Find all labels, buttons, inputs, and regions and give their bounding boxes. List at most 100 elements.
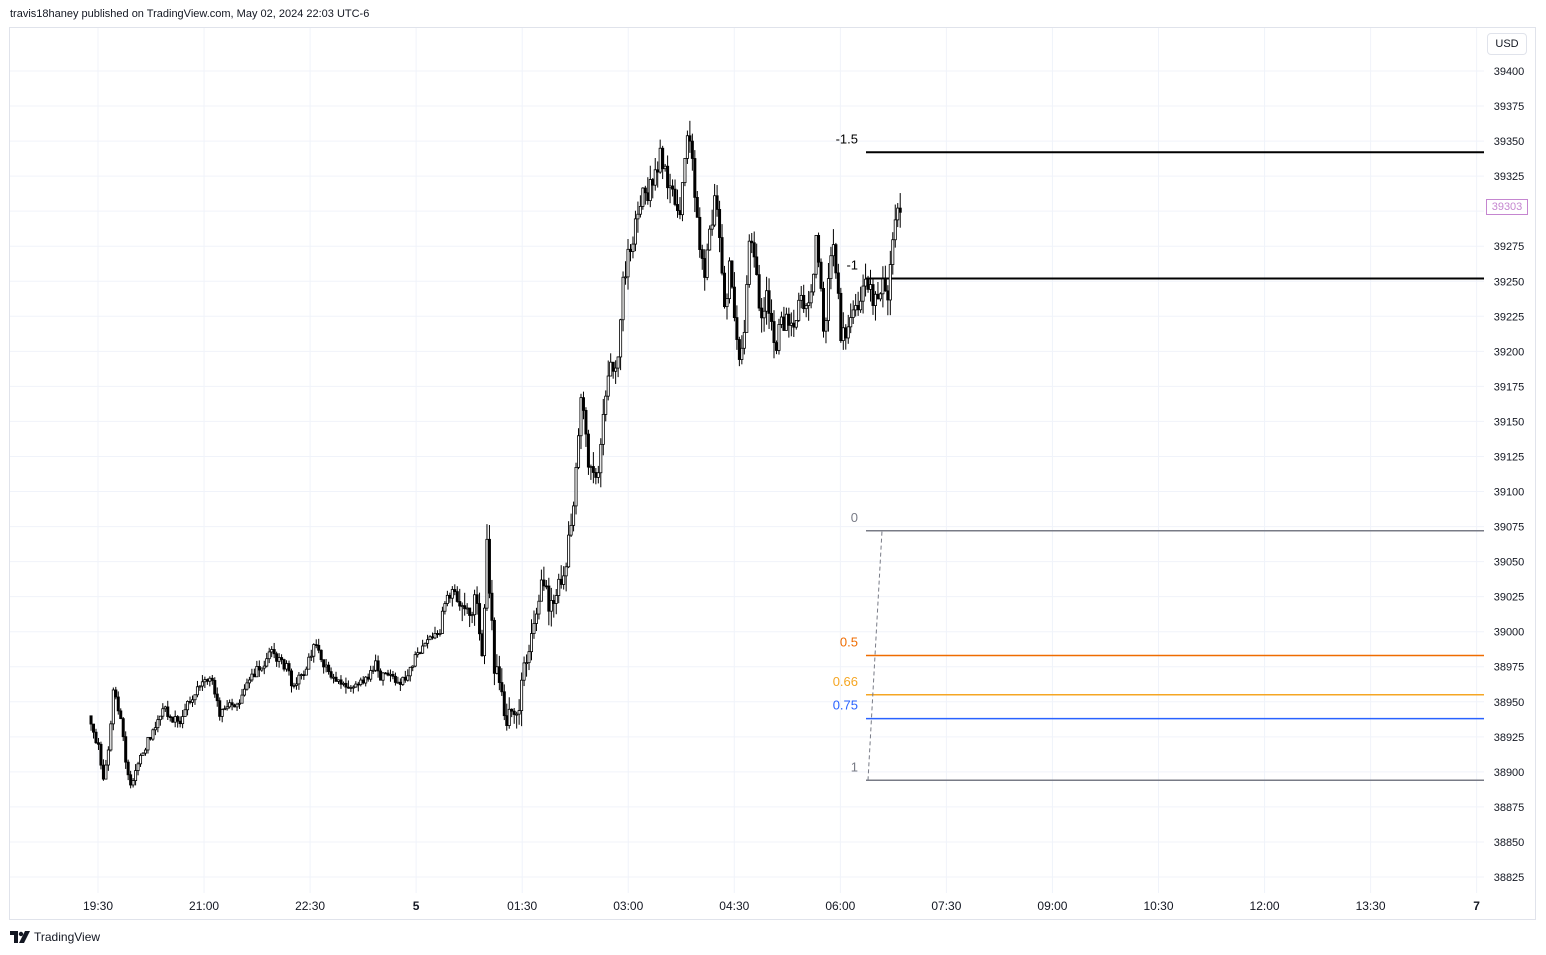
candle-body bbox=[101, 764, 105, 780]
candle-body bbox=[275, 653, 279, 662]
candle-body bbox=[453, 589, 457, 593]
candle-body bbox=[584, 410, 588, 435]
candle-body bbox=[656, 169, 660, 173]
candle-body bbox=[418, 652, 422, 655]
candle-body bbox=[883, 278, 887, 292]
candle-body bbox=[638, 206, 642, 215]
candle-body bbox=[171, 716, 175, 723]
candle-body bbox=[322, 659, 326, 668]
price-tick-label: 39075 bbox=[1494, 522, 1525, 534]
candle-body bbox=[250, 673, 254, 681]
candle-body bbox=[567, 534, 571, 568]
candle-body bbox=[257, 666, 261, 671]
candle-body bbox=[601, 414, 605, 445]
candle-body bbox=[242, 688, 246, 696]
candle-body bbox=[89, 715, 93, 725]
fib-level-label: -1.5 bbox=[836, 131, 858, 146]
candle-body bbox=[255, 666, 259, 678]
candle-body bbox=[893, 219, 897, 241]
candle-body bbox=[163, 706, 167, 710]
candle-body bbox=[676, 204, 680, 211]
fibonacci-retracement[interactable]: -1.5 -1 0 0.5 0.66 0.75 1 bbox=[833, 131, 1484, 782]
candle-body bbox=[240, 694, 244, 704]
candle-body bbox=[443, 603, 447, 612]
candle-body bbox=[267, 651, 271, 660]
candle-body bbox=[690, 140, 694, 159]
candle-body bbox=[191, 699, 195, 703]
price-tick-label: 39025 bbox=[1494, 592, 1525, 604]
candle-body bbox=[391, 673, 395, 677]
candle-body bbox=[517, 710, 521, 715]
candle-body bbox=[747, 240, 751, 285]
candle-body bbox=[398, 681, 402, 685]
time-tick-label: 12:00 bbox=[1250, 899, 1280, 913]
price-tick-label: 39200 bbox=[1494, 346, 1525, 358]
candle-body bbox=[859, 300, 863, 311]
candle-body bbox=[339, 679, 343, 685]
candle-body bbox=[302, 674, 306, 677]
footer-brand[interactable]: TradingView bbox=[10, 930, 100, 944]
candle-body bbox=[193, 694, 197, 701]
candle-body bbox=[151, 729, 155, 740]
candle-body bbox=[502, 691, 506, 717]
candle-body bbox=[651, 179, 655, 186]
candle-body bbox=[777, 324, 781, 351]
candle-body bbox=[490, 592, 494, 621]
fib-level-label: 0 bbox=[851, 510, 858, 525]
candle-body bbox=[562, 575, 566, 585]
candle-body bbox=[327, 664, 331, 673]
price-tick-label: 39050 bbox=[1494, 557, 1525, 569]
price-tick-label: 39375 bbox=[1494, 101, 1525, 113]
candle-body bbox=[178, 720, 182, 725]
candle-body bbox=[869, 284, 873, 290]
candle-body bbox=[527, 651, 531, 664]
time-axis[interactable]: 19:30 21:00 22:30 5 01:30 03:00 04:30 06:00 07:3… bbox=[83, 899, 1480, 913]
candle-body bbox=[616, 356, 620, 369]
candle-body bbox=[141, 752, 145, 756]
candle-body bbox=[784, 313, 788, 331]
candle-body bbox=[851, 309, 855, 318]
candle-body bbox=[619, 319, 623, 358]
time-tick-label: 19:30 bbox=[83, 899, 113, 913]
chart-frame bbox=[9, 27, 1536, 920]
time-tick-label: 21:00 bbox=[189, 899, 219, 913]
candle-body bbox=[762, 310, 766, 319]
candle-body bbox=[431, 636, 435, 639]
candle-body bbox=[351, 686, 355, 689]
candle-body bbox=[737, 339, 741, 360]
candle-body bbox=[720, 237, 724, 274]
candle-body bbox=[134, 770, 138, 782]
candle-body bbox=[668, 185, 672, 189]
candle-body bbox=[359, 679, 363, 686]
candle-body bbox=[433, 633, 437, 639]
candle-body bbox=[812, 273, 816, 293]
currency-button[interactable]: USD bbox=[1487, 33, 1527, 55]
candle-body bbox=[252, 673, 256, 678]
candle-body bbox=[633, 218, 637, 245]
candle-body bbox=[628, 248, 632, 252]
candle-body bbox=[344, 682, 348, 688]
candle-body bbox=[663, 165, 667, 170]
candle-body bbox=[532, 623, 536, 634]
candle-body bbox=[715, 195, 719, 210]
candle-body bbox=[272, 649, 276, 655]
candle-body bbox=[445, 594, 449, 604]
candle-body bbox=[782, 316, 786, 331]
candle-body bbox=[470, 614, 474, 617]
price-tick-label: 39400 bbox=[1494, 66, 1525, 78]
candle-body bbox=[700, 249, 704, 259]
candle-body bbox=[552, 600, 556, 604]
candle-body bbox=[750, 240, 754, 244]
price-axis[interactable]: 38825 38850 38875 38900 38925 38950 38975 39000… bbox=[1494, 66, 1525, 884]
candle-body bbox=[572, 505, 576, 526]
time-tick-label: 04:30 bbox=[719, 899, 749, 913]
footer-brand-label: TradingView bbox=[34, 930, 101, 944]
candle-body bbox=[807, 302, 811, 306]
candle-body bbox=[718, 209, 722, 238]
candle-body bbox=[770, 312, 774, 322]
candle-body bbox=[421, 645, 425, 654]
price-tick-label: 38975 bbox=[1494, 662, 1525, 674]
candle-body bbox=[416, 652, 420, 656]
candle-body bbox=[685, 135, 689, 159]
